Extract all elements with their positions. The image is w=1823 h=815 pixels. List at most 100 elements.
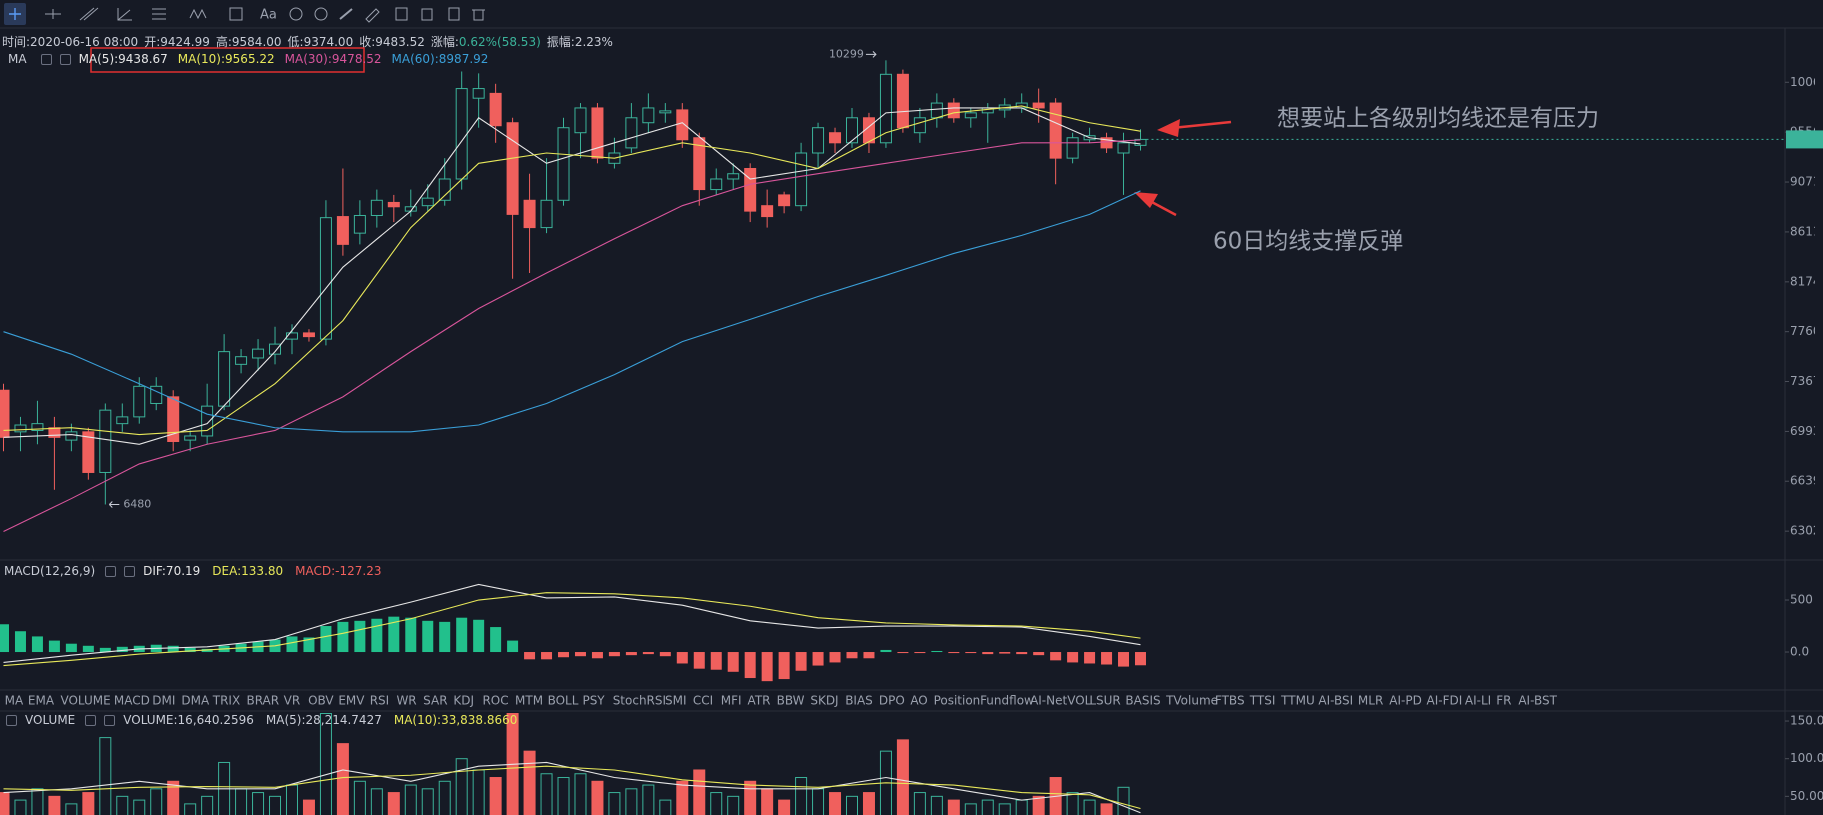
- indicator-tab[interactable]: BRAR: [246, 694, 279, 708]
- macd-bar: [591, 652, 603, 659]
- indicator-tab[interactable]: PSY: [582, 694, 605, 708]
- indicator-tab[interactable]: OBV: [308, 694, 334, 708]
- macd-bar: [82, 645, 94, 653]
- delete-icon[interactable]: [472, 9, 485, 21]
- volume-bar: [133, 799, 146, 815]
- indicator-tab[interactable]: ROC: [482, 694, 508, 708]
- legend-title: VOLUME: [25, 713, 76, 727]
- indicator-tab[interactable]: TTMU: [1280, 694, 1315, 708]
- volume-bar: [964, 803, 977, 815]
- copy-icon[interactable]: [448, 7, 460, 21]
- indicator-tab[interactable]: ATR: [748, 694, 771, 708]
- indicator-tab[interactable]: WR: [396, 694, 416, 708]
- volume-ma-line: [3, 761, 1141, 814]
- candle-body: [252, 348, 265, 359]
- candle-body: [761, 205, 774, 218]
- macd-bar: [456, 617, 468, 653]
- indicator-tab[interactable]: EMV: [338, 694, 365, 708]
- pen-icon[interactable]: [365, 8, 380, 23]
- indicator-tab[interactable]: BOLL: [548, 694, 579, 708]
- indicator-tab[interactable]: BIAS: [845, 694, 873, 708]
- y-tick-label: 6302: [1790, 524, 1821, 538]
- indicator-tab[interactable]: FTBS: [1215, 694, 1245, 708]
- indicator-tab[interactable]: AI-BSI: [1318, 694, 1353, 708]
- close-icon[interactable]: [104, 714, 116, 726]
- indicator-tab[interactable]: MFI: [721, 694, 742, 708]
- indicator-tab[interactable]: VOLUME: [60, 694, 110, 708]
- indicator-tab[interactable]: DMA: [181, 694, 210, 708]
- indicator-tab[interactable]: AI-LI: [1465, 694, 1491, 708]
- indicator-tab[interactable]: DMI: [152, 694, 175, 708]
- candle-body: [82, 431, 95, 473]
- collapse-icon[interactable]: [6, 714, 17, 726]
- close-icon[interactable]: [124, 565, 136, 577]
- lock-icon[interactable]: [421, 8, 433, 21]
- indicator-tab[interactable]: MTM: [515, 694, 543, 708]
- indicator-tab[interactable]: FR: [1496, 694, 1511, 708]
- volume-bar: [1117, 786, 1130, 815]
- indicator-tab[interactable]: LSUR: [1089, 694, 1120, 708]
- fib-icon[interactable]: [117, 8, 132, 21]
- indicator-tab[interactable]: MA: [5, 694, 24, 708]
- indicator-tab[interactable]: AI-NetVOL: [1030, 694, 1092, 708]
- macd-bar: [99, 647, 111, 653]
- y-tick-label: 6993: [1790, 424, 1821, 438]
- settings-icon[interactable]: [40, 53, 52, 65]
- indicator-tab[interactable]: Position: [934, 694, 981, 708]
- candle-body: [778, 194, 791, 207]
- indicator-tab[interactable]: SAR: [423, 694, 447, 708]
- indicator-tab[interactable]: TVolume: [1165, 694, 1218, 708]
- candle-body: [370, 199, 383, 216]
- macd-bar: [1050, 652, 1062, 661]
- candle-body: [235, 356, 248, 365]
- volume-bar: [252, 792, 265, 815]
- tool-icon[interactable]: [395, 7, 408, 21]
- macd-bar: [914, 652, 926, 654]
- indicator-tab[interactable]: BASIS: [1125, 694, 1160, 708]
- candle-body: [319, 217, 332, 340]
- macd-bar: [948, 652, 960, 654]
- indicator-tab[interactable]: AI-PD: [1389, 694, 1422, 708]
- level-icon[interactable]: [152, 8, 166, 20]
- settings-icon[interactable]: [105, 565, 117, 577]
- crosshair-icon[interactable]: [9, 8, 21, 20]
- indicator-tab[interactable]: Fundflow: [980, 694, 1034, 708]
- line-icon[interactable]: [45, 9, 61, 19]
- indicator-tab[interactable]: DPO: [879, 694, 905, 708]
- pattern-icon[interactable]: [189, 8, 207, 20]
- tool-icon[interactable]: [289, 7, 303, 21]
- indicator-tab[interactable]: VR: [284, 694, 301, 708]
- indicator-tab[interactable]: SKDJ: [810, 694, 838, 708]
- settings-icon[interactable]: [85, 714, 97, 726]
- close-icon[interactable]: [59, 53, 71, 65]
- indicator-tab[interactable]: CCI: [693, 694, 713, 708]
- font-button[interactable]: Aa: [260, 8, 277, 23]
- indicator-tab[interactable]: StochRSI: [613, 694, 666, 708]
- indicator-tab[interactable]: EMA: [28, 694, 55, 708]
- ruler-icon[interactable]: [339, 8, 353, 20]
- indicator-tab[interactable]: TRIX: [212, 694, 240, 708]
- macd-legend-item: MACD:-127.23: [295, 564, 382, 578]
- macd-bar: [371, 618, 383, 653]
- indicator-tab[interactable]: MACD: [114, 694, 150, 708]
- indicator-tab[interactable]: MLR: [1358, 694, 1383, 708]
- indicator-tab[interactable]: AI-BST: [1518, 694, 1557, 708]
- high-label: 10299: [829, 47, 864, 60]
- tool-icon[interactable]: [314, 7, 328, 21]
- indicator-tab[interactable]: AO: [910, 694, 927, 708]
- candle-body: [99, 409, 112, 473]
- macd-bar: [574, 652, 586, 657]
- candle-body: [1066, 137, 1079, 159]
- shape-icon[interactable]: [229, 7, 243, 21]
- indicator-tab[interactable]: RSI: [370, 694, 390, 708]
- indicator-tab[interactable]: SMI: [665, 694, 687, 708]
- candle-body: [795, 152, 808, 207]
- ma-line: [3, 105, 1141, 436]
- channel-icon[interactable]: [79, 7, 99, 21]
- indicator-tab[interactable]: TTSI: [1249, 694, 1276, 708]
- indicator-tab[interactable]: AI-FDI: [1427, 694, 1463, 708]
- indicator-tab[interactable]: BBW: [777, 694, 805, 708]
- candle-body: [727, 173, 740, 180]
- volume-bar: [795, 777, 808, 815]
- indicator-tab[interactable]: KDJ: [453, 694, 474, 708]
